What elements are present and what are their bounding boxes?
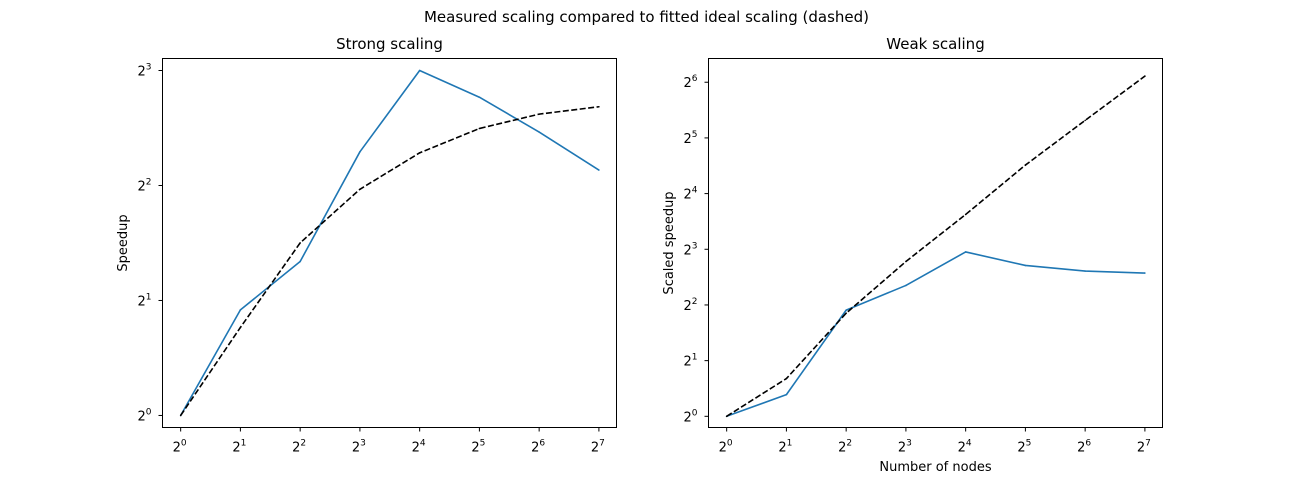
weak-scaling-measured-point: [905, 284, 907, 287]
strong-scaling-ideal-line: [179, 105, 599, 416]
weak-scaling-ytick-label: 25: [684, 130, 698, 147]
weak-scaling-xtick-label: 25: [1017, 439, 1031, 456]
weak-scaling-ideal-point: [1084, 119, 1086, 122]
strong-scaling-xtick-label: 21: [232, 439, 246, 456]
strong-scaling-measured-point: [359, 151, 361, 153]
weak-scaling-xtick-label: 21: [778, 439, 792, 456]
weak-scaling-ytick-label: 21: [684, 353, 698, 370]
strong-scaling-measured-point: [418, 69, 421, 72]
strong-scaling-measured-point: [478, 96, 481, 99]
weak-scaling-xtick-label: 22: [838, 439, 852, 456]
weak-scaling-ytick-label: 24: [684, 186, 698, 203]
strong-scaling-ideal-point: [179, 414, 182, 417]
weak-scaling-xtick-label: 20: [719, 439, 733, 456]
weak-scaling-ideal-point: [1024, 164, 1027, 166]
strong-scaling-measured-point: [239, 309, 242, 311]
strong-scaling-measured-point: [538, 131, 540, 133]
strong-scaling-xtick-label: 23: [352, 439, 366, 456]
strong-scaling-title: Strong scaling: [336, 35, 443, 53]
strong-scaling-ideal-point: [299, 242, 301, 244]
strong-scaling-lines: [179, 69, 600, 417]
strong-scaling-xtick-label: 22: [292, 439, 306, 456]
weak-scaling-ytick-label: 26: [684, 74, 698, 91]
weak-scaling-ideal-point: [905, 260, 907, 263]
weak-scaling-xlabel: Number of nodes: [879, 460, 991, 475]
strong-scaling-xtick-label: 26: [531, 439, 545, 456]
weak-scaling-measured-point: [845, 309, 847, 311]
strong-scaling-ideal-point: [239, 326, 242, 329]
weak-scaling-panel: Weak scaling Scaled speedup Number of no…: [662, 35, 1163, 475]
strong-scaling-xtick-label: 24: [412, 439, 426, 456]
strong-scaling-ylabel: Speedup: [116, 214, 131, 271]
weak-scaling-ideal-point: [725, 415, 728, 418]
strong-scaling-measured-point: [299, 260, 301, 263]
weak-scaling-ytick-label: 23: [684, 241, 698, 258]
strong-scaling-xtick-label: 27: [591, 439, 605, 456]
weak-scaling-measured-point: [1084, 270, 1086, 272]
weak-scaling-measured-point: [964, 251, 967, 253]
weak-scaling-xtick-label: 26: [1077, 439, 1091, 456]
weak-scaling-ideal-point: [964, 213, 967, 216]
weak-scaling-xtick-label: 23: [898, 439, 912, 456]
weak-scaling-title: Weak scaling: [886, 35, 984, 53]
strong-scaling-panel: Strong scaling Speedup 20 21 22 23 24 25 26 272…: [116, 35, 617, 456]
strong-scaling-xtick-label: 20: [173, 439, 187, 456]
strong-scaling-ticks: 20 21 22 23 24 25 26 27 20 21 22 23: [138, 62, 605, 455]
weak-scaling-measured-point: [1024, 264, 1027, 267]
weak-scaling-lines: [725, 75, 1146, 418]
strong-scaling-ideal-point: [418, 152, 421, 154]
strong-scaling-ytick-label: 21: [138, 292, 152, 309]
strong-scaling-ytick-label: 23: [138, 62, 152, 79]
strong-scaling-xtick-label: 25: [471, 439, 485, 456]
weak-scaling-measured-point: [785, 393, 788, 396]
figure-suptitle: Measured scaling compared to fitted idea…: [424, 8, 869, 26]
weak-scaling-ideal-point: [845, 312, 847, 314]
weak-scaling-measured-line: [726, 251, 1145, 418]
weak-scaling-xtick-label: 24: [958, 439, 972, 456]
weak-scaling-ytick-label: 22: [684, 297, 698, 314]
weak-scaling-ytick-label: 20: [684, 408, 698, 425]
strong-scaling-ytick-label: 20: [138, 407, 152, 424]
strong-scaling-ideal-point: [359, 188, 361, 191]
strong-scaling-measured-line: [179, 69, 600, 416]
weak-scaling-measured-point: [1144, 272, 1146, 274]
strong-scaling-ideal-point: [478, 127, 481, 130]
weak-scaling-axes-frame: [708, 58, 1163, 428]
strong-scaling-ideal-point: [598, 105, 600, 108]
strong-scaling-ytick-label: 22: [138, 177, 152, 194]
weak-scaling-ylabel: Scaled speedup: [662, 191, 677, 294]
strong-scaling-ideal-point: [538, 113, 540, 115]
weak-scaling-ticks: 20 21 22 23 24 25 26 27 20 21 22 23 24 25 26: [684, 74, 1151, 455]
weak-scaling-ideal-point: [785, 377, 788, 380]
strong-scaling-axes-frame: [162, 58, 617, 428]
weak-scaling-xtick-label: 27: [1137, 439, 1151, 456]
strong-scaling-measured-point: [598, 169, 600, 171]
weak-scaling-ideal-point: [1144, 75, 1146, 77]
weak-scaling-ideal-line: [726, 75, 1146, 417]
